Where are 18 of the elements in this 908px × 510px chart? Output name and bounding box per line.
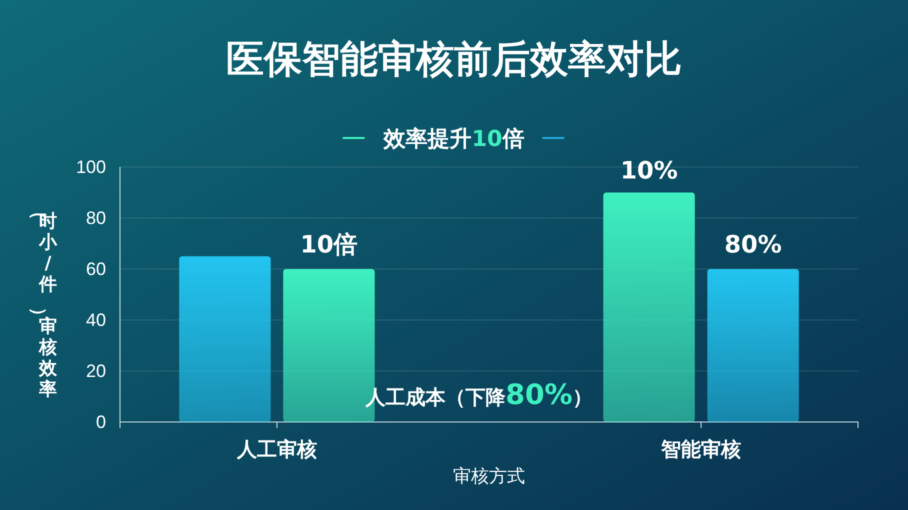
bar — [179, 256, 271, 422]
y-tick-label: 80 — [86, 208, 106, 228]
chart-subtitle: 效率提升10倍 — [382, 126, 524, 152]
annotation: 10倍 — [300, 230, 358, 258]
y-tick-label: 100 — [76, 156, 106, 177]
x-axis-title: 审核方式 — [453, 466, 525, 487]
chart-title: 医保智能审核前后效率对比 — [226, 37, 682, 81]
annotation: 10% — [620, 156, 678, 184]
y-tick-label: 0 — [96, 412, 106, 432]
x-tick-label: 人工审核 — [236, 438, 317, 462]
bar — [603, 192, 695, 422]
annotation: 人工成本（下降80%） — [364, 378, 593, 411]
x-tick-label: 智能审核 — [660, 438, 742, 462]
bar — [707, 269, 799, 422]
y-tick-label: 40 — [86, 310, 106, 330]
y-tick-label: 20 — [86, 360, 106, 381]
y-tick-label: 60 — [86, 258, 106, 279]
annotation: 80% — [724, 230, 782, 258]
